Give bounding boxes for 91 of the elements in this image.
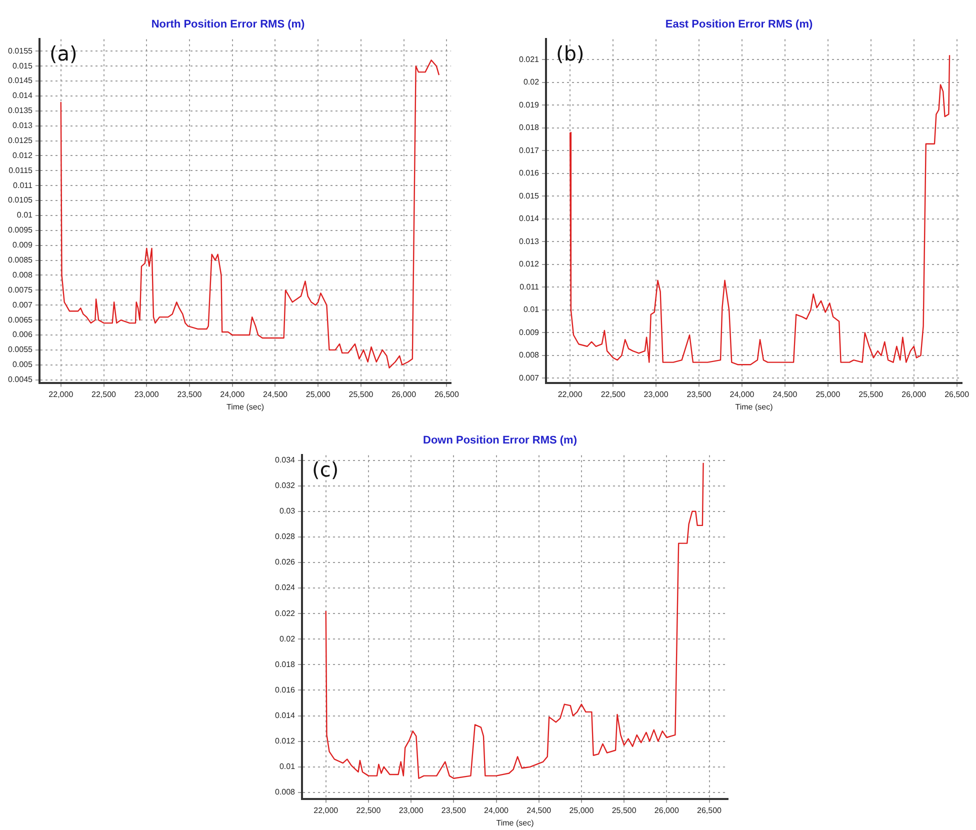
y-tick-label: 0.005 <box>12 360 34 370</box>
x-tick-label: 22,500 <box>600 390 626 399</box>
x-tick-label: 25,000 <box>306 390 331 399</box>
y-tick-label: 0.006 <box>12 330 34 340</box>
chart-title: East Position Error RMS (m) <box>665 18 813 31</box>
y-tick-label: 0.01 <box>523 305 540 314</box>
y-tick-label: 0.017 <box>518 146 540 155</box>
x-axis-title: Time (sec) <box>226 402 264 412</box>
y-tick-label: 0.019 <box>518 100 540 110</box>
y-tick-label: 0.0155 <box>8 46 34 56</box>
x-tick-label: 22,000 <box>48 390 74 399</box>
x-tick-label: 23,000 <box>398 806 424 815</box>
x-tick-label: 22,000 <box>558 390 583 399</box>
y-tick-label: 0.011 <box>13 180 34 190</box>
y-tick-label: 0.032 <box>274 481 296 490</box>
x-tick-label: 26,500 <box>434 390 460 399</box>
y-tick-label: 0.015 <box>518 191 540 200</box>
x-tick-label: 25,000 <box>816 390 841 399</box>
y-tick-label: 0.026 <box>274 558 296 567</box>
y-tick-label: 0.01 <box>279 762 296 772</box>
y-tick-label: 0.0075 <box>8 285 34 294</box>
y-tick-label: 0.024 <box>274 583 296 592</box>
y-tick-label: 0.028 <box>274 532 296 542</box>
y-tick-label: 0.014 <box>274 710 296 720</box>
y-tick-label: 0.012 <box>274 736 296 746</box>
x-tick-label: 24,500 <box>772 390 798 399</box>
y-tick-label: 0.008 <box>12 270 34 280</box>
y-tick-label: 0.034 <box>274 456 296 465</box>
y-tick-label: 0.011 <box>520 282 540 292</box>
x-tick-label: 22,000 <box>314 806 339 815</box>
y-tick-label: 0.0115 <box>8 166 34 175</box>
x-tick-label: 24,000 <box>730 390 755 399</box>
y-tick-label: 0.016 <box>518 168 540 178</box>
x-tick-label: 25,500 <box>858 390 884 399</box>
y-tick-label: 0.008 <box>274 788 296 797</box>
y-tick-label: 0.014 <box>12 91 34 100</box>
y-tick-label: 0.018 <box>274 660 296 669</box>
x-tick-label: 23,500 <box>177 390 202 399</box>
x-tick-label: 25,500 <box>348 390 374 399</box>
y-tick-label: 0.01 <box>16 210 34 220</box>
y-tick-label: 0.02 <box>523 78 540 87</box>
x-tick-label: 24,500 <box>263 390 288 399</box>
y-tick-label: 0.0045 <box>8 375 34 384</box>
annotation: (a) <box>49 41 78 66</box>
x-tick-label: 25,000 <box>569 806 594 815</box>
x-axis-title: Time (sec) <box>735 402 774 412</box>
y-tick-label: 0.009 <box>518 328 540 337</box>
x-tick-label: 23,500 <box>686 390 712 399</box>
annotation: (b) <box>556 41 584 66</box>
x-tick-label: 26,000 <box>902 390 927 399</box>
annotation: (c) <box>312 457 339 482</box>
y-tick-label: 0.012 <box>518 260 540 269</box>
x-tick-label: 24,000 <box>484 806 510 815</box>
y-tick-label: 0.015 <box>12 61 34 70</box>
x-tick-label: 23,500 <box>441 806 466 815</box>
y-tick-label: 0.0085 <box>8 256 34 264</box>
y-tick-label: 0.013 <box>518 236 540 246</box>
x-tick-label: 25,500 <box>612 806 637 815</box>
x-tick-label: 22,500 <box>92 390 117 399</box>
y-tick-label: 0.016 <box>274 685 296 694</box>
x-axis-title: Time (sec) <box>496 818 534 828</box>
y-tick-label: 0.009 <box>12 240 34 250</box>
y-tick-label: 0.018 <box>518 123 540 132</box>
x-tick-label: 26,500 <box>697 806 722 815</box>
x-tick-label: 23,000 <box>644 390 669 399</box>
chart-title: North Position Error RMS (m) <box>151 18 306 31</box>
y-tick-label: 0.013 <box>12 121 34 130</box>
y-tick-label: 0.02 <box>279 634 296 644</box>
y-tick-label: 0.0145 <box>8 76 34 86</box>
chart-title: Down Position Error RMS (m) <box>423 434 578 447</box>
y-tick-label: 0.014 <box>518 214 540 224</box>
x-tick-label: 24,500 <box>526 806 552 815</box>
y-tick-label: 0.0125 <box>8 136 34 145</box>
x-tick-label: 26,000 <box>392 390 417 399</box>
y-tick-label: 0.0105 <box>8 196 34 205</box>
x-tick-label: 23,000 <box>134 390 160 399</box>
y-tick-label: 0.007 <box>518 373 540 382</box>
x-tick-label: 22,500 <box>356 806 382 815</box>
x-tick-label: 26,500 <box>944 390 970 399</box>
x-tick-label: 24,000 <box>220 390 246 399</box>
y-tick-label: 0.021 <box>518 54 540 64</box>
x-tick-label: 26,000 <box>654 806 680 815</box>
y-tick-label: 0.022 <box>274 608 296 618</box>
y-tick-label: 0.03 <box>279 506 296 516</box>
y-tick-label: 0.0135 <box>8 106 34 116</box>
y-tick-label: 0.007 <box>12 300 34 310</box>
y-tick-label: 0.0095 <box>8 226 34 235</box>
y-tick-label: 0.008 <box>518 350 540 360</box>
y-tick-label: 0.0055 <box>8 345 34 354</box>
y-tick-label: 0.0065 <box>8 315 34 324</box>
y-tick-label: 0.012 <box>12 150 34 160</box>
